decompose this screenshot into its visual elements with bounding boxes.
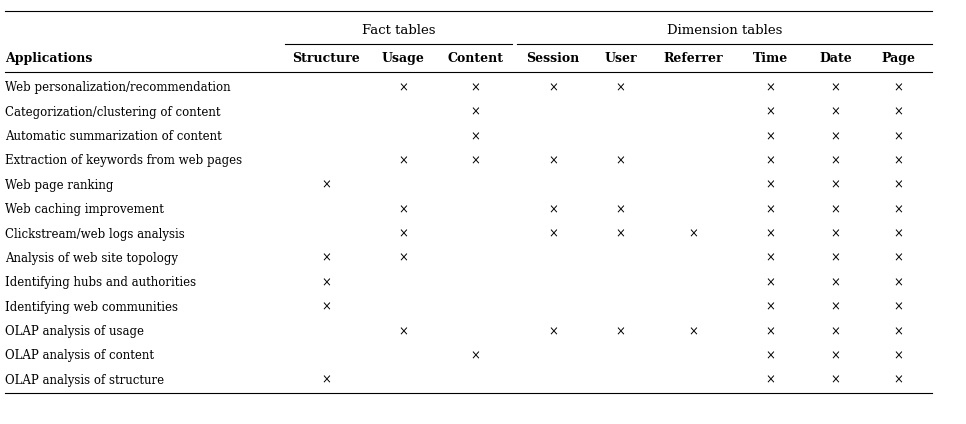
Text: ×: × xyxy=(831,374,840,387)
Text: ×: × xyxy=(831,301,840,314)
Text: ×: × xyxy=(765,301,776,314)
Text: Extraction of keywords from web pages: Extraction of keywords from web pages xyxy=(5,154,242,167)
Text: ×: × xyxy=(894,106,903,119)
Text: OLAP analysis of content: OLAP analysis of content xyxy=(5,349,154,363)
Text: ×: × xyxy=(615,203,626,216)
Text: ×: × xyxy=(548,203,558,216)
Text: ×: × xyxy=(548,325,558,338)
Text: Referrer: Referrer xyxy=(664,52,723,65)
Text: ×: × xyxy=(615,154,626,167)
Text: ×: × xyxy=(894,276,903,289)
Text: ×: × xyxy=(398,325,409,338)
Text: ×: × xyxy=(765,81,776,94)
Text: ×: × xyxy=(321,179,331,192)
Text: Categorization/clustering of content: Categorization/clustering of content xyxy=(5,106,220,119)
Text: ×: × xyxy=(894,252,903,265)
Text: ×: × xyxy=(470,154,481,167)
Text: ×: × xyxy=(765,276,776,289)
Text: OLAP analysis of structure: OLAP analysis of structure xyxy=(5,374,164,387)
Text: ×: × xyxy=(831,349,840,363)
Text: ×: × xyxy=(831,106,840,119)
Text: ×: × xyxy=(321,301,331,314)
Text: ×: × xyxy=(831,203,840,216)
Text: ×: × xyxy=(765,106,776,119)
Text: ×: × xyxy=(765,228,776,240)
Text: ×: × xyxy=(470,81,481,94)
Text: Fact tables: Fact tables xyxy=(361,24,436,37)
Text: ×: × xyxy=(398,203,409,216)
Text: Web caching improvement: Web caching improvement xyxy=(5,203,163,216)
Text: ×: × xyxy=(398,228,409,240)
Text: ×: × xyxy=(398,252,409,265)
Text: ×: × xyxy=(615,228,626,240)
Text: ×: × xyxy=(688,325,698,338)
Text: Date: Date xyxy=(819,52,852,65)
Text: ×: × xyxy=(831,154,840,167)
Text: ×: × xyxy=(470,349,481,363)
Text: Structure: Structure xyxy=(292,52,360,65)
Text: ×: × xyxy=(894,203,903,216)
Text: ×: × xyxy=(321,374,331,387)
Text: ×: × xyxy=(765,252,776,265)
Text: ×: × xyxy=(615,325,626,338)
Text: Dimension tables: Dimension tables xyxy=(667,24,782,37)
Text: ×: × xyxy=(321,252,331,265)
Text: ×: × xyxy=(894,374,903,387)
Text: ×: × xyxy=(894,349,903,363)
Text: User: User xyxy=(605,52,637,65)
Text: Usage: Usage xyxy=(382,52,425,65)
Text: Applications: Applications xyxy=(5,52,92,65)
Text: ×: × xyxy=(831,81,840,94)
Text: ×: × xyxy=(894,154,903,167)
Text: ×: × xyxy=(615,81,626,94)
Text: ×: × xyxy=(765,374,776,387)
Text: Page: Page xyxy=(881,52,916,65)
Text: Analysis of web site topology: Analysis of web site topology xyxy=(5,252,178,265)
Text: Content: Content xyxy=(448,52,503,65)
Text: ×: × xyxy=(765,203,776,216)
Text: ×: × xyxy=(548,154,558,167)
Text: ×: × xyxy=(831,325,840,338)
Text: ×: × xyxy=(831,276,840,289)
Text: ×: × xyxy=(831,179,840,192)
Text: ×: × xyxy=(470,106,481,119)
Text: ×: × xyxy=(831,228,840,240)
Text: ×: × xyxy=(765,179,776,192)
Text: ×: × xyxy=(831,252,840,265)
Text: ×: × xyxy=(398,81,409,94)
Text: Web personalization/recommendation: Web personalization/recommendation xyxy=(5,81,231,94)
Text: ×: × xyxy=(765,349,776,363)
Text: ×: × xyxy=(688,228,698,240)
Text: ×: × xyxy=(894,81,903,94)
Text: ×: × xyxy=(398,154,409,167)
Text: ×: × xyxy=(765,154,776,167)
Text: ×: × xyxy=(548,228,558,240)
Text: Time: Time xyxy=(753,52,788,65)
Text: ×: × xyxy=(548,81,558,94)
Text: ×: × xyxy=(894,179,903,192)
Text: ×: × xyxy=(321,276,331,289)
Text: Identifying web communities: Identifying web communities xyxy=(5,301,178,314)
Text: ×: × xyxy=(831,130,840,143)
Text: ×: × xyxy=(894,130,903,143)
Text: Identifying hubs and authorities: Identifying hubs and authorities xyxy=(5,276,196,289)
Text: Session: Session xyxy=(526,52,580,65)
Text: Web page ranking: Web page ranking xyxy=(5,179,113,192)
Text: Automatic summarization of content: Automatic summarization of content xyxy=(5,130,221,143)
Text: ×: × xyxy=(894,228,903,240)
Text: Clickstream/web logs analysis: Clickstream/web logs analysis xyxy=(5,228,185,240)
Text: ×: × xyxy=(470,130,481,143)
Text: ×: × xyxy=(894,301,903,314)
Text: ×: × xyxy=(765,325,776,338)
Text: OLAP analysis of usage: OLAP analysis of usage xyxy=(5,325,144,338)
Text: ×: × xyxy=(894,325,903,338)
Text: ×: × xyxy=(765,130,776,143)
